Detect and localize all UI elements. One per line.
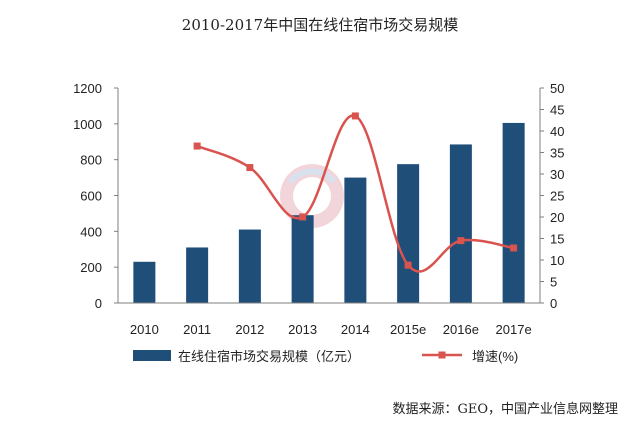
bar-2012	[238, 229, 261, 303]
y-left-tick-label: 200	[80, 260, 102, 275]
x-tick-label: 2011	[183, 322, 211, 337]
legend-label-bar: 在线住宿市场交易规模（亿元）	[178, 349, 360, 364]
bar-series	[133, 122, 525, 303]
x-tick-label: 2010	[130, 322, 159, 337]
chart-title: 2010-2017年中国在线住宿市场交易规模	[181, 16, 459, 34]
bar-2015e	[397, 164, 420, 303]
growth-rate-point-2016e	[457, 237, 465, 245]
y-right-tick-label: 25	[550, 189, 564, 204]
line-series	[193, 112, 518, 273]
x-tick-label: 2012	[235, 322, 264, 337]
bar-2014	[344, 177, 367, 303]
growth-rate-point-2015e	[404, 261, 412, 269]
y-right-tick-label: 15	[550, 232, 564, 247]
bar-2013	[291, 215, 314, 303]
growth-rate-point-2014	[351, 112, 359, 120]
growth-rate-point-2012	[246, 164, 254, 172]
x-tick-label: 2014	[341, 322, 370, 337]
x-tick-label: 2016e	[443, 322, 479, 337]
x-tick-label: 2013	[288, 322, 317, 337]
y-right-tick-label: 40	[550, 124, 564, 139]
legend-label-line: 增速(%)	[472, 349, 518, 364]
growth-rate-point-2017e	[510, 244, 518, 252]
axes: 0 200 400 600 800 1000 1200 0 5 10 15 20 25 30 35 40 45 5…	[73, 81, 564, 337]
bar-2010	[133, 261, 156, 303]
y-right-tick-label: 10	[550, 253, 564, 268]
y-right-tick-label: 5	[550, 275, 557, 290]
y-left-tick-label: 400	[80, 224, 102, 239]
y-left-tick-label: 1000	[73, 117, 102, 132]
growth-rate-point-2011	[193, 142, 201, 150]
y-right-tick-label: 30	[550, 167, 564, 182]
y-left-tick-label: 600	[80, 189, 102, 204]
y-right-tick-label: 45	[550, 103, 564, 118]
legend-swatch-bar	[133, 350, 171, 361]
y-right-tick-label: 35	[550, 146, 564, 161]
source-note: 数据来源：GEO，中国产业信息网整理	[392, 402, 618, 417]
watermark-logo	[280, 164, 344, 228]
legend: 在线住宿市场交易规模（亿元） 增速(%)	[133, 349, 518, 364]
y-right-tick-label: 50	[550, 81, 564, 96]
y-left-tick-label: 1200	[73, 81, 102, 96]
y-left-tick-label: 800	[80, 153, 102, 168]
growth-rate-point-2013	[299, 213, 307, 221]
y-right-tick-label: 20	[550, 210, 564, 225]
x-tick-label: 2017e	[496, 322, 532, 337]
bar-2011	[186, 247, 209, 303]
bar-2017e	[502, 122, 525, 303]
bar-2016e	[449, 144, 472, 303]
x-tick-label: 2015e	[390, 322, 426, 337]
y-right-tick-label: 0	[550, 296, 557, 311]
y-left-tick-label: 0	[95, 296, 102, 311]
legend-swatch-point	[438, 351, 446, 359]
